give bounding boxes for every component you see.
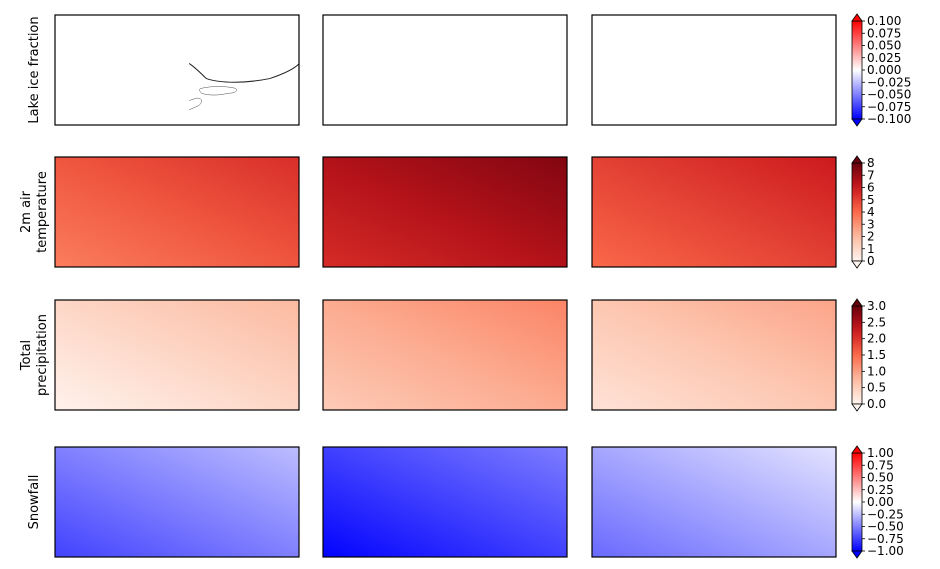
map-field (592, 447, 836, 557)
row-label-line: Total (19, 340, 34, 371)
map-panel-1-1 (55, 15, 299, 125)
map-field (592, 15, 836, 125)
map-panel-4-2 (323, 447, 567, 557)
map-field (55, 157, 299, 267)
colorbar-extend-max (852, 446, 862, 453)
colorbar-4: 1.000.750.500.250.00−0.25−0.50−0.75−1.00 (852, 446, 904, 558)
map-panel-2-3 (592, 157, 836, 267)
colorbar-extend-max (852, 14, 862, 21)
map-field (592, 157, 836, 267)
colorbar-tick-label: 0.5 (867, 381, 886, 395)
colorbar-tick-label: −0.100 (867, 112, 911, 126)
map-field (55, 300, 299, 410)
colorbar-body (852, 163, 862, 261)
colorbar-tick-label: 0 (867, 254, 875, 268)
chart-row-1: Lake ice fraction 0.1000.0750.0500.0250.0… (27, 14, 911, 126)
map-field (323, 157, 567, 267)
map-field (323, 447, 567, 557)
colorbar-tick-label: 1.0 (867, 364, 886, 378)
row-label: Snowfall (27, 475, 42, 530)
colorbar-3: 3.0 2.5 2.0 1.5 1.0 0.5 0.0 (852, 299, 886, 411)
row-label: Totalprecipitation (19, 314, 50, 396)
colorbar-tick-label: 2.0 (867, 332, 886, 346)
colorbar-extend-min (852, 261, 862, 268)
row-label: Lake ice fraction (27, 16, 42, 123)
row-label-line: Snowfall (27, 475, 42, 530)
map-panel-1-3 (592, 15, 836, 125)
colorbar-tick-label: −1.00 (867, 544, 904, 558)
colorbar-extend-min (852, 551, 862, 558)
colorbar-body (852, 453, 862, 551)
map-field (323, 300, 567, 410)
colorbar-1: 0.1000.0750.0500.0250.000−0.025−0.050−0.… (852, 14, 911, 126)
map-field (592, 300, 836, 410)
colorbar-tick-label: 2.5 (867, 315, 886, 329)
map-field (55, 447, 299, 557)
row-label-line: precipitation (35, 314, 50, 396)
colorbar-tick-label: 1.5 (867, 348, 886, 362)
row-label-line: 2m air (19, 190, 34, 233)
chart-row-4: Snowfall 1.000.750.500.250.00−0.25−0.50−0… (27, 446, 904, 558)
map-panel-4-3 (592, 447, 836, 557)
colorbar-body (852, 306, 862, 404)
chart-row-3: Totalprecipitation 3.0 2.5 2.0 1.5 1.0 0.5 0.0 (19, 299, 886, 411)
colorbar-extend-max (852, 156, 862, 163)
map-panel-3-3 (592, 300, 836, 410)
map-field (323, 15, 567, 125)
colorbar-extend-min (852, 119, 862, 126)
map-field (55, 15, 299, 125)
map-panel-4-1 (55, 447, 299, 557)
row-label: 2m airtemperature (19, 171, 50, 253)
row-label-line: temperature (35, 171, 50, 253)
map-panel-2-2 (323, 157, 567, 267)
colorbar-body (852, 21, 862, 119)
colorbar-tick-label: 3.0 (867, 299, 886, 313)
map-panel-3-1 (55, 300, 299, 410)
colorbar-extend-min (852, 404, 862, 411)
map-panel-3-2 (323, 300, 567, 410)
colorbar-tick-label: 0.0 (867, 397, 886, 411)
row-label-line: Lake ice fraction (27, 16, 42, 123)
colorbar-extend-max (852, 299, 862, 306)
map-panel-2-1 (55, 157, 299, 267)
map-panel-1-2 (323, 15, 567, 125)
